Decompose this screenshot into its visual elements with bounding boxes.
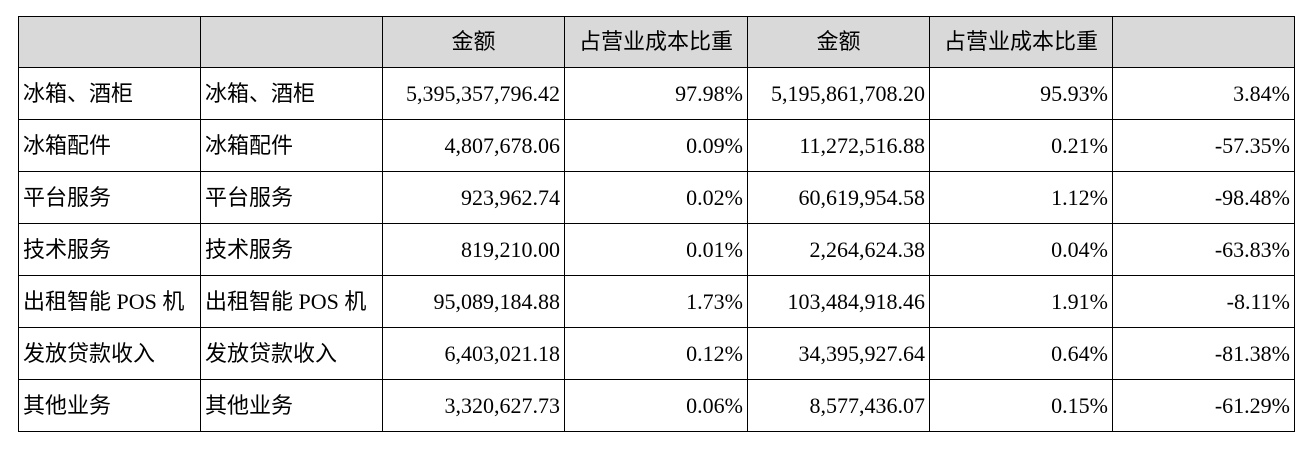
share-previous-cell: 0.15% <box>929 379 1113 432</box>
change-cell: -98.48% <box>1112 171 1295 224</box>
share-previous-cell: 0.64% <box>929 327 1113 380</box>
share-previous-cell: 95.93% <box>929 67 1113 120</box>
industry-cell: 技术服务 <box>18 223 201 276</box>
header-cell-share-current: 占营业成本比重 <box>564 16 748 68</box>
change-cell: -63.83% <box>1112 223 1295 276</box>
share-current-cell: 0.06% <box>564 379 748 432</box>
share-previous-cell: 1.91% <box>929 275 1113 328</box>
table-row: 平台服务 平台服务 923,962.74 0.02% 60,619,954.58… <box>18 171 1295 224</box>
header-cell-product <box>200 16 383 68</box>
product-cell: 发放贷款收入 <box>200 327 383 380</box>
industry-cell: 其他业务 <box>18 379 201 432</box>
change-cell: -81.38% <box>1112 327 1295 380</box>
industry-cell: 冰箱、酒柜 <box>18 67 201 120</box>
share-previous-cell: 0.21% <box>929 119 1113 172</box>
industry-cell: 平台服务 <box>18 171 201 224</box>
share-previous-cell: 1.12% <box>929 171 1113 224</box>
amount-current-cell: 5,395,357,796.42 <box>382 67 565 120</box>
amount-current-cell: 819,210.00 <box>382 223 565 276</box>
table-row: 技术服务 技术服务 819,210.00 0.01% 2,264,624.38 … <box>18 223 1295 276</box>
product-cell: 平台服务 <box>200 171 383 224</box>
share-current-cell: 0.02% <box>564 171 748 224</box>
industry-cell: 发放贷款收入 <box>18 327 201 380</box>
share-previous-cell: 0.04% <box>929 223 1113 276</box>
table-row: 其他业务 其他业务 3,320,627.73 0.06% 8,577,436.0… <box>18 379 1295 432</box>
share-current-cell: 0.12% <box>564 327 748 380</box>
table-row: 发放贷款收入 发放贷款收入 6,403,021.18 0.12% 34,395,… <box>18 327 1295 380</box>
amount-current-cell: 4,807,678.06 <box>382 119 565 172</box>
header-cell-share-previous: 占营业成本比重 <box>929 16 1113 68</box>
cost-breakdown-table: 金额 占营业成本比重 金额 占营业成本比重 冰箱、酒柜 冰箱、酒柜 5,395,… <box>18 16 1295 432</box>
product-cell: 冰箱、酒柜 <box>200 67 383 120</box>
share-current-cell: 1.73% <box>564 275 748 328</box>
amount-current-cell: 3,320,627.73 <box>382 379 565 432</box>
table-row: 冰箱配件 冰箱配件 4,807,678.06 0.09% 11,272,516.… <box>18 119 1295 172</box>
amount-previous-cell: 60,619,954.58 <box>747 171 930 224</box>
amount-current-cell: 6,403,021.18 <box>382 327 565 380</box>
product-cell: 其他业务 <box>200 379 383 432</box>
amount-previous-cell: 34,395,927.64 <box>747 327 930 380</box>
industry-cell: 出租智能 POS 机 <box>18 275 201 328</box>
header-cell-change <box>1112 16 1295 68</box>
change-cell: -61.29% <box>1112 379 1295 432</box>
amount-previous-cell: 11,272,516.88 <box>747 119 930 172</box>
header-cell-amount-current: 金额 <box>382 16 565 68</box>
share-current-cell: 97.98% <box>564 67 748 120</box>
share-current-cell: 0.01% <box>564 223 748 276</box>
product-cell: 出租智能 POS 机 <box>200 275 383 328</box>
amount-previous-cell: 8,577,436.07 <box>747 379 930 432</box>
product-cell: 冰箱配件 <box>200 119 383 172</box>
header-cell-industry <box>18 16 201 68</box>
amount-previous-cell: 5,195,861,708.20 <box>747 67 930 120</box>
amount-previous-cell: 103,484,918.46 <box>747 275 930 328</box>
industry-cell: 冰箱配件 <box>18 119 201 172</box>
table-header-row: 金额 占营业成本比重 金额 占营业成本比重 <box>18 16 1295 68</box>
amount-previous-cell: 2,264,624.38 <box>747 223 930 276</box>
change-cell: -8.11% <box>1112 275 1295 328</box>
change-cell: 3.84% <box>1112 67 1295 120</box>
product-cell: 技术服务 <box>200 223 383 276</box>
header-cell-amount-previous: 金额 <box>747 16 930 68</box>
table-body: 金额 占营业成本比重 金额 占营业成本比重 冰箱、酒柜 冰箱、酒柜 5,395,… <box>18 16 1295 432</box>
share-current-cell: 0.09% <box>564 119 748 172</box>
change-cell: -57.35% <box>1112 119 1295 172</box>
table-row: 冰箱、酒柜 冰箱、酒柜 5,395,357,796.42 97.98% 5,19… <box>18 67 1295 120</box>
table-row: 出租智能 POS 机 出租智能 POS 机 95,089,184.88 1.73… <box>18 275 1295 328</box>
amount-current-cell: 95,089,184.88 <box>382 275 565 328</box>
amount-current-cell: 923,962.74 <box>382 171 565 224</box>
